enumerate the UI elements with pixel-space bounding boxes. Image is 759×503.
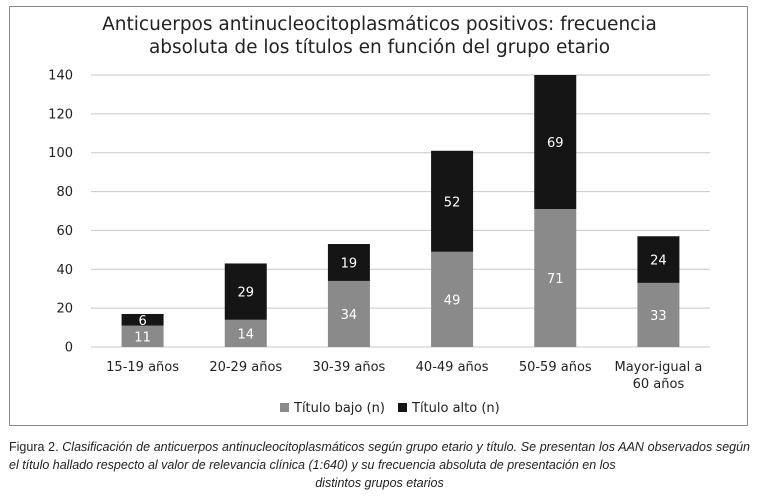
x-tick-label: Mayor-igual a	[615, 360, 703, 375]
data-label: 11	[134, 330, 151, 345]
y-tick-label: 60	[56, 224, 73, 239]
y-tick-label: 80	[56, 185, 73, 200]
data-label: 14	[237, 327, 254, 342]
bar-segment	[327, 244, 370, 281]
legend-label: Título bajo (n)	[293, 401, 385, 416]
y-tick-label: 120	[48, 107, 73, 122]
caption-lead: Figura 2.	[9, 440, 59, 454]
bar-segment	[637, 282, 680, 347]
y-tick-label: 140	[48, 69, 73, 84]
data-label: 69	[547, 136, 564, 151]
y-tick-label: 100	[48, 146, 73, 161]
bar-segment	[534, 209, 577, 347]
data-label: 19	[341, 256, 358, 271]
caption-last-line: distintos grupos etarios	[315, 476, 444, 490]
data-label: 52	[444, 195, 461, 210]
data-label: 29	[237, 286, 254, 301]
bar-segment	[121, 325, 164, 347]
bar-segment	[224, 263, 267, 320]
legend-swatch	[280, 403, 289, 412]
caption-body: Clasificación de anticuerpos antinucleoc…	[9, 440, 750, 472]
bar-segment	[431, 251, 474, 347]
x-tick-label: 15-19 años	[106, 360, 179, 375]
data-label: 6	[138, 314, 146, 329]
x-tick-label: 60 años	[633, 377, 685, 392]
chart-title: Anticuerpos antinucleocitoplasmáticos po…	[10, 13, 749, 59]
chart-title-line-1: Anticuerpos antinucleocitoplasmáticos po…	[102, 14, 657, 35]
figure-caption: Figura 2. Clasificación de anticuerpos a…	[9, 438, 750, 492]
x-tick-label: 40-49 años	[416, 360, 489, 375]
y-tick-label: 0	[65, 341, 73, 356]
y-tick-label: 20	[56, 302, 73, 317]
stacked-bar-chart: 0 20 40 60 80 100 120 140 116 15-19 años 14 29 20-29…	[48, 69, 710, 416]
bar-segment	[327, 280, 370, 347]
bar-segment	[431, 150, 474, 252]
x-tick-label: 30-39 años	[312, 360, 385, 375]
legend-label: Título alto (n)	[411, 401, 500, 416]
data-label: 34	[341, 308, 358, 323]
data-label: 49	[444, 293, 461, 308]
x-tick-label: 20-29 años	[209, 360, 282, 375]
data-label: 24	[650, 254, 667, 269]
bar-segment	[224, 319, 267, 347]
bar-segment	[534, 75, 577, 210]
legend-swatch	[398, 403, 407, 412]
chart-frame: Anticuerpos antinucleocitoplasmáticos po…	[9, 6, 748, 426]
bar-segment	[637, 236, 680, 283]
chart-title-line-2: absoluta de los títulos en función del g…	[148, 37, 611, 58]
bar-segment	[121, 313, 164, 326]
data-label: 71	[547, 272, 564, 287]
y-tick-label: 40	[56, 263, 73, 278]
x-tick-label: 50-59 años	[519, 360, 592, 375]
data-label: 33	[650, 309, 667, 324]
